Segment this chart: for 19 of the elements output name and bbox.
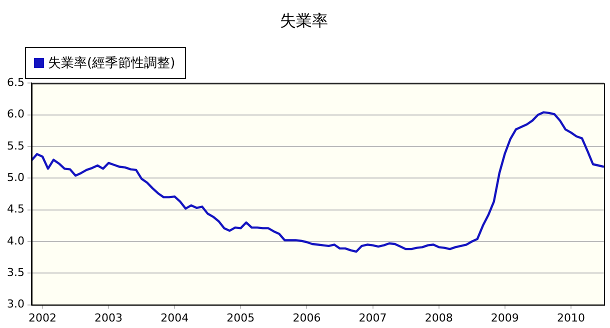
y-tick-label: 5.0: [6, 171, 24, 184]
x-tick-label: 2008: [424, 311, 453, 324]
x-tick-label: 2010: [556, 311, 585, 324]
y-tick-label: 5.5: [6, 139, 24, 152]
x-tick-label: 2009: [490, 311, 519, 324]
y-tick-label: 6.5: [6, 76, 24, 90]
x-tick-label: 2007: [358, 311, 387, 324]
x-tick-label: 2002: [28, 311, 57, 324]
x-tick-label: 2003: [94, 311, 123, 324]
x-tick-label: 2006: [292, 311, 321, 324]
x-tick-label: 2004: [160, 311, 189, 324]
y-tick-label: 3.0: [6, 298, 24, 311]
legend-label: 失業率(經季節性調整): [48, 55, 176, 72]
y-tick-label: 6.0: [6, 108, 24, 121]
y-tick-label: 4.0: [6, 234, 24, 248]
chart-title: 失業率: [280, 10, 328, 30]
y-tick-label: 4.5: [6, 202, 24, 216]
x-tick-label: 2005: [226, 311, 255, 324]
y-tick-label: 3.5: [6, 266, 24, 279]
